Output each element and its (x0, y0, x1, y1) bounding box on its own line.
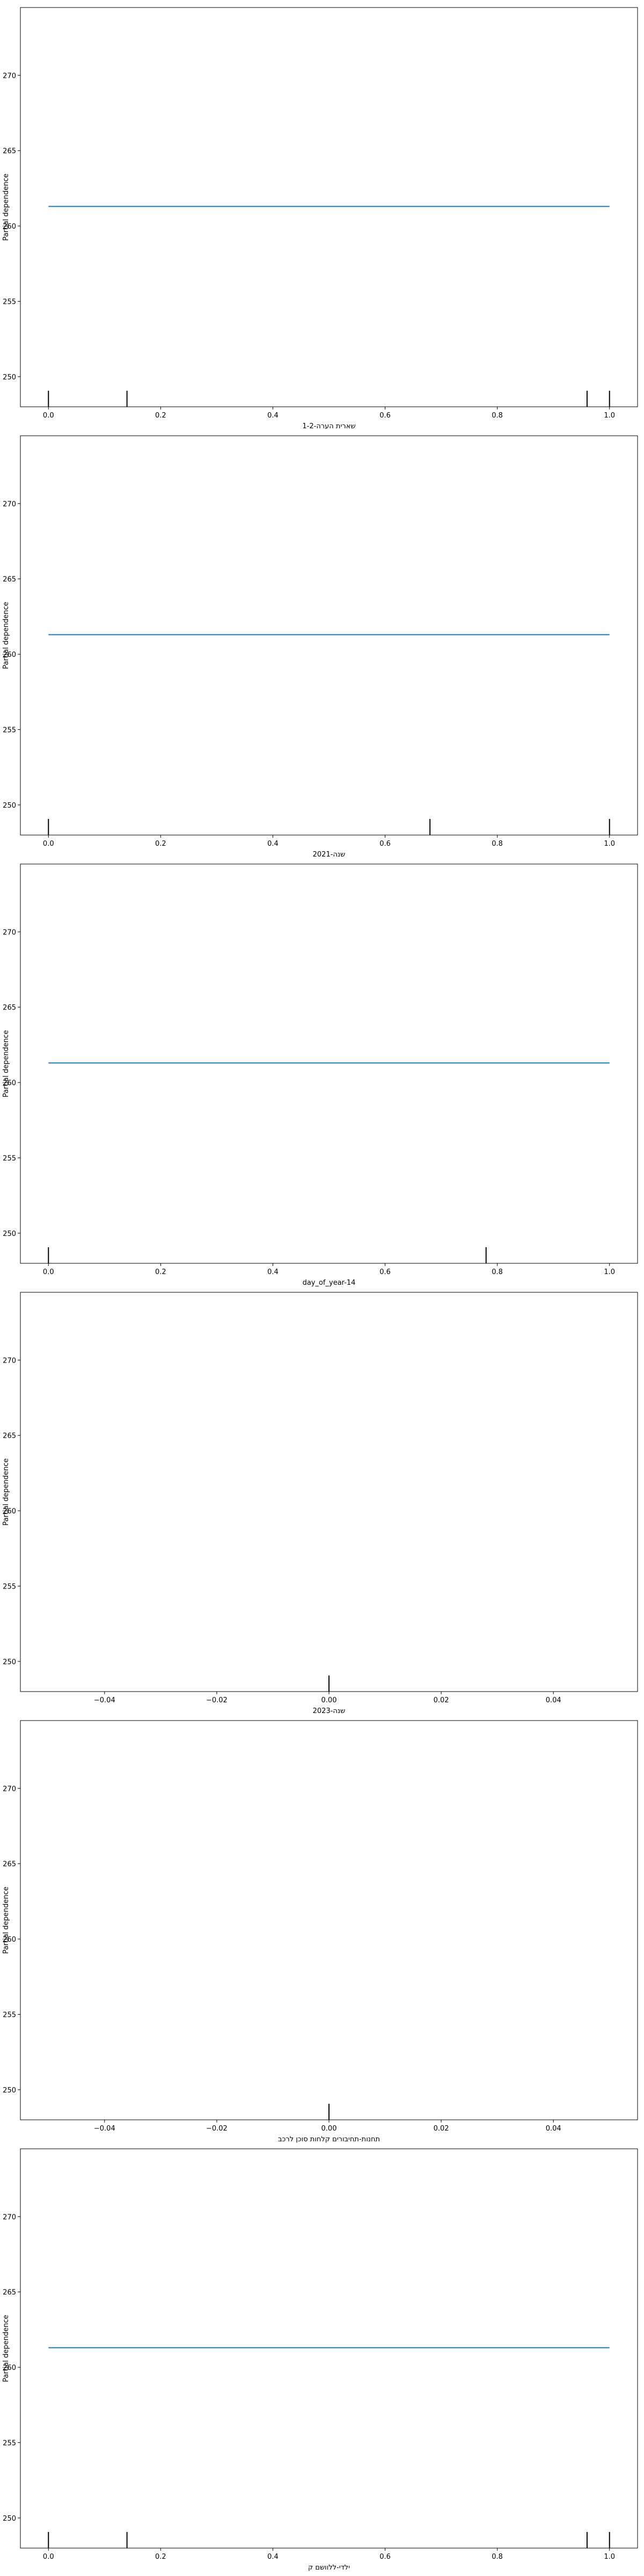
y-tick-label: 260 (3, 651, 16, 659)
y-tick-label: 260 (3, 1079, 16, 1087)
x-tick-label: −0.02 (206, 2125, 228, 2133)
x-tick-label: 0.4 (267, 840, 279, 848)
x-axis-label: שארית הערה-1-2 (302, 422, 355, 430)
y-tick-label: 255 (3, 2011, 16, 2019)
y-tick-label: 265 (3, 2289, 16, 2297)
plot-area (20, 435, 638, 836)
x-tick-label: 0.4 (267, 2553, 279, 2561)
y-tick-label: 255 (3, 1583, 16, 1591)
x-tick-label: 0.0 (43, 2553, 54, 2561)
x-axis-label: day_of_year-14 (303, 1279, 356, 1287)
y-tick-label: 255 (3, 298, 16, 306)
x-tick-label: 0.02 (434, 2125, 449, 2133)
y-axis-label: Partial dependence (2, 1886, 10, 1953)
y-tick-label: 260 (3, 1936, 16, 1944)
y-tick-label: 250 (3, 374, 16, 382)
y-axis-label: Partial dependence (2, 2315, 10, 2382)
y-tick-label: 270 (3, 928, 16, 936)
y-tick-label: 250 (3, 1658, 16, 1666)
subplot-2: 250 255 260 265 270 0.0 0.2 0.4 0.6 0.8 1.0 שנה-202… (2, 435, 638, 859)
y-tick-label: 270 (3, 500, 16, 508)
y-tick-label: 270 (3, 1785, 16, 1793)
x-tick-label: 0.00 (321, 1696, 337, 1704)
x-tick-label: 0.04 (546, 2125, 561, 2133)
x-tick-label: 0.6 (379, 1268, 391, 1276)
y-tick-label: 270 (3, 1357, 16, 1365)
subplot-4: 250 255 260 265 270 −0.04 −0.02 0.00 0.02 0.04 שנה… (2, 1292, 638, 1715)
x-tick-label: 0.2 (155, 2553, 166, 2561)
x-tick-label: 0.4 (267, 412, 279, 420)
x-tick-label: 0.6 (379, 412, 391, 420)
x-tick-label: 0.00 (321, 2125, 337, 2133)
x-tick-label: 0.02 (434, 1696, 449, 1704)
y-tick-label: 255 (3, 2439, 16, 2447)
y-tick-label: 265 (3, 148, 16, 156)
x-tick-label: 0.0 (43, 840, 54, 848)
x-tick-label: 0.8 (492, 2553, 503, 2561)
y-tick-label: 250 (3, 1230, 16, 1238)
y-tick-label: 250 (3, 2515, 16, 2523)
x-tick-label: 1.0 (604, 1268, 615, 1276)
plot-area (20, 863, 638, 1264)
x-tick-label: 0.6 (379, 840, 391, 848)
y-tick-label: 265 (3, 1004, 16, 1012)
x-tick-label: 0.6 (379, 2553, 391, 2561)
plot-area (20, 1720, 638, 2120)
x-tick-label: 1.0 (604, 840, 615, 848)
x-tick-label: −0.04 (94, 2125, 115, 2133)
y-tick-label: 265 (3, 576, 16, 584)
subplot-1: 250 255 260 265 270 0.0 0.2 0.4 0.6 0.8 1.0 שארית ה… (2, 7, 638, 430)
x-axis-label: ילדי-ללוושם ק (308, 2564, 350, 2572)
x-axis-label: תחנות-תחיבורים קלחות סוכן לרכב (278, 2135, 380, 2143)
y-tick-label: 250 (3, 2087, 16, 2095)
x-tick-label: −0.04 (94, 1696, 115, 1704)
y-tick-label: 265 (3, 1861, 16, 1869)
x-tick-label: 0.04 (546, 1696, 561, 1704)
x-tick-label: 0.0 (43, 1268, 54, 1276)
subplot-6: 250 255 260 265 270 0.0 0.2 0.4 0.6 0.8 1.0 ילדי-לל… (2, 2148, 638, 2572)
y-axis-label: Partial dependence (2, 1030, 10, 1097)
y-tick-label: 250 (3, 802, 16, 810)
plot-area (20, 7, 638, 407)
x-tick-label: 0.8 (492, 412, 503, 420)
plot-area (20, 2148, 638, 2549)
x-tick-label: 0.2 (155, 1268, 166, 1276)
y-tick-label: 260 (3, 1507, 16, 1516)
x-axis-label: שנה-2021 (313, 851, 346, 859)
y-tick-label: 260 (3, 2364, 16, 2372)
subplot-3: 250 255 260 265 270 0.0 0.2 0.4 0.6 0.8 1.0 day_of_… (2, 863, 638, 1287)
x-tick-label: 1.0 (604, 2553, 615, 2561)
x-tick-label: 0.2 (155, 412, 166, 420)
x-tick-label: −0.02 (206, 1696, 228, 1704)
x-tick-label: 0.0 (43, 412, 54, 420)
y-axis-label: Partial dependence (2, 602, 10, 669)
x-tick-label: 0.8 (492, 840, 503, 848)
x-tick-label: 1.0 (604, 412, 615, 420)
y-tick-label: 255 (3, 1154, 16, 1162)
y-tick-label: 270 (3, 72, 16, 80)
x-tick-label: 0.4 (267, 1268, 279, 1276)
y-axis-label: Partial dependence (2, 1458, 10, 1525)
x-tick-label: 0.8 (492, 1268, 503, 1276)
y-axis-label: Partial dependence (2, 173, 10, 240)
y-tick-label: 260 (3, 223, 16, 231)
x-axis-label: שנה-2023 (313, 1707, 346, 1715)
y-tick-label: 265 (3, 1432, 16, 1440)
plot-area (20, 1292, 638, 1692)
subplot-5: 250 255 260 265 270 −0.04 −0.02 0.00 0.02 0.04 תחנ… (2, 1720, 638, 2143)
y-tick-label: 270 (3, 2213, 16, 2221)
x-tick-label: 0.2 (155, 840, 166, 848)
y-tick-label: 255 (3, 726, 16, 734)
